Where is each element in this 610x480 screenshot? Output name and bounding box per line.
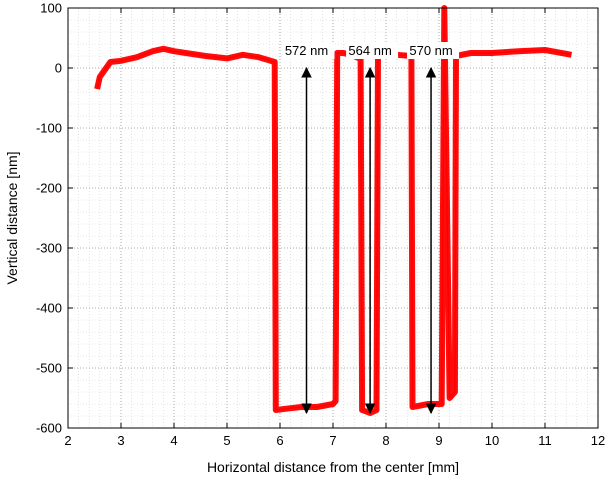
annotation-background [346,42,399,59]
y-tick-label: -300 [36,241,62,256]
x-tick-label: 5 [223,433,230,448]
x-tick-label: 2 [64,433,71,448]
x-tick-label: 6 [276,433,283,448]
y-tick-label: -600 [36,421,62,436]
annotation-layer: 572 nm 564 nm 570 nm [282,42,460,415]
series-line-core [96,7,572,414]
annotation-label: 570 nm [409,43,452,58]
x-tick-label: 9 [435,433,442,448]
x-axis-title: Horizontal distance from the center [mm] [207,459,459,475]
annotation-background [282,42,335,59]
y-tick-label: -500 [36,361,62,376]
annotation-label: 564 nm [348,43,391,58]
x-tick-label: 3 [117,433,124,448]
y-tick-label: -100 [36,121,62,136]
y-tick-label: -400 [36,301,62,316]
y-axis-title: Vertical distance [nm] [4,151,20,284]
x-tick-label: 11 [538,433,552,448]
annotation-label: 572 nm [285,43,328,58]
x-tick-label: 4 [170,433,177,448]
x-tick-label: 10 [485,433,499,448]
y-tick-label: 0 [55,61,62,76]
series-layer [94,5,573,416]
y-tick-label: 100 [40,1,62,16]
x-tick-label: 7 [329,433,336,448]
y-tick-label: -200 [36,181,62,196]
annotation-background [407,42,460,59]
tick-layer: 2 3 4 5 6 7 8 9 10 11 12 -600 -500 -400 -300 -200 -100 0 1… [36,1,605,449]
series-line [94,5,573,416]
x-tick-label: 8 [382,433,389,448]
x-tick-label: 12 [591,433,605,448]
